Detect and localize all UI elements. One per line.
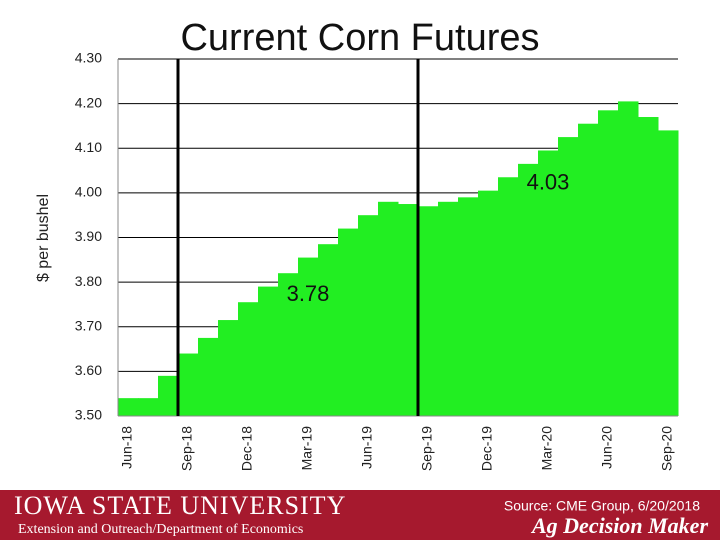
- brand: Ag Decision Maker: [530, 513, 708, 538]
- bar: [438, 201, 459, 416]
- bar: [538, 150, 559, 416]
- y-axis-label: $ per bushel: [35, 194, 52, 282]
- annotation: 4.03: [527, 169, 570, 194]
- bar: [478, 190, 499, 416]
- y-tick-label: 3.50: [75, 407, 102, 423]
- bar: [338, 228, 359, 416]
- bar: [358, 215, 379, 416]
- bar: [498, 177, 519, 416]
- bar: [418, 206, 439, 416]
- bar: [658, 130, 679, 416]
- bar: [178, 353, 199, 416]
- y-tick-label: 4.10: [75, 139, 102, 155]
- bar: [638, 117, 659, 416]
- bar: [318, 244, 339, 416]
- chart-title: Current Corn Futures: [180, 17, 539, 59]
- x-tick-label: Jun-18: [119, 426, 135, 469]
- x-tick-label: Dec-19: [479, 426, 495, 471]
- bar: [158, 375, 179, 416]
- y-tick-label: 4.20: [75, 94, 102, 110]
- x-tick-label: Mar-20: [539, 426, 555, 471]
- department: Extension and Outreach/Department of Eco…: [18, 522, 303, 537]
- plot-area: 3.50 3.60 3.70 3.80 3.90 4.00 4.10 4.20 4.30 Jun-…: [75, 50, 679, 471]
- x-tick-label: Sep-19: [419, 426, 435, 471]
- x-tick-label: Sep-18: [179, 426, 195, 471]
- bar: [278, 273, 299, 416]
- bar: [378, 201, 399, 416]
- bar: [578, 123, 599, 417]
- bar: [198, 337, 219, 416]
- bar: [138, 398, 159, 416]
- bar: [558, 137, 579, 416]
- bar: [458, 197, 479, 416]
- x-tick-label: Jun-20: [599, 426, 615, 469]
- x-tick-label: Mar-19: [299, 426, 315, 471]
- y-tick-label: 3.70: [75, 317, 102, 333]
- x-tick-label: Jun-19: [359, 426, 375, 469]
- bar: [598, 110, 619, 416]
- bar: [298, 257, 319, 416]
- bar: [618, 101, 639, 417]
- y-tick-label: 3.60: [75, 362, 102, 378]
- bar: [118, 398, 139, 416]
- y-tick-label: 4.00: [75, 184, 102, 200]
- x-tick-label: Dec-18: [239, 426, 255, 471]
- annotation: 3.78: [287, 281, 330, 306]
- bar: [518, 163, 539, 416]
- university: IOWA STATE UNIVERSITY: [14, 491, 346, 520]
- footer-band: [0, 490, 720, 540]
- bar: [398, 204, 419, 416]
- bar: [238, 302, 259, 416]
- x-tick-label: Sep-20: [659, 426, 675, 471]
- y-tick-label: 4.30: [75, 50, 102, 66]
- bar: [258, 286, 279, 416]
- source: Source: CME Group, 6/20/2018: [504, 498, 700, 514]
- y-tick-label: 3.80: [75, 273, 102, 289]
- y-tick-label: 3.90: [75, 228, 102, 244]
- bar: [218, 320, 239, 416]
